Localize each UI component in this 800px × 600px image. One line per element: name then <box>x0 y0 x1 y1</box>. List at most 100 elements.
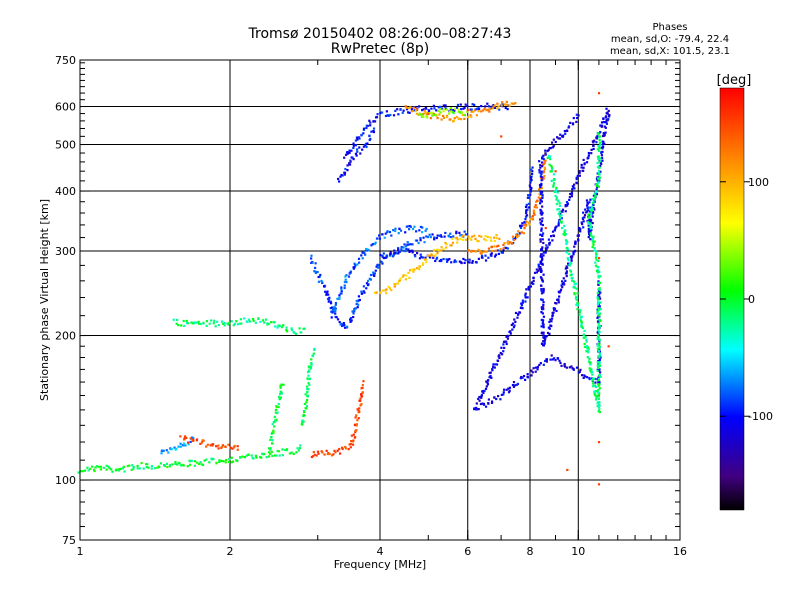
data-point <box>599 157 602 160</box>
data-point <box>597 379 600 382</box>
data-point <box>354 307 357 310</box>
data-point <box>579 368 582 371</box>
data-point <box>540 161 544 164</box>
data-point <box>557 298 560 301</box>
data-point <box>280 392 283 395</box>
data-point <box>434 259 437 263</box>
data-point <box>554 301 557 305</box>
data-point <box>142 467 145 470</box>
data-points <box>77 92 611 486</box>
data-point <box>191 322 194 325</box>
data-point <box>563 365 567 368</box>
data-point <box>193 321 196 324</box>
data-point <box>495 233 498 237</box>
data-point <box>400 246 403 249</box>
data-point <box>544 247 547 250</box>
data-point <box>555 302 558 305</box>
data-point <box>598 176 602 179</box>
data-point <box>542 301 545 304</box>
data-point <box>351 310 354 313</box>
data-point <box>365 145 368 149</box>
data-point <box>597 308 600 312</box>
data-point <box>478 234 481 238</box>
data-point <box>405 108 409 111</box>
data-point <box>551 168 554 171</box>
data-point <box>340 289 343 293</box>
data-point <box>436 251 439 255</box>
data-point <box>594 398 598 401</box>
data-point <box>385 288 388 291</box>
data-point <box>505 388 508 391</box>
data-point <box>354 139 357 142</box>
data-point <box>132 467 135 470</box>
data-point <box>598 149 601 153</box>
data-point <box>224 445 227 448</box>
data-point <box>467 235 470 238</box>
data-point <box>539 260 543 263</box>
data-point <box>504 246 507 249</box>
data-point <box>95 465 99 468</box>
data-point <box>599 170 602 173</box>
data-point <box>212 322 215 325</box>
data-point <box>557 222 560 225</box>
data-point <box>592 147 595 151</box>
data-point <box>214 325 217 328</box>
data-point <box>326 452 329 456</box>
data-point <box>223 324 226 327</box>
data-point <box>607 345 610 348</box>
data-point <box>174 460 177 464</box>
data-point <box>543 337 546 340</box>
data-point <box>368 119 371 122</box>
data-point <box>566 204 569 207</box>
data-point <box>429 254 432 257</box>
data-point <box>529 190 533 193</box>
data-point <box>270 321 273 324</box>
data-point <box>597 388 600 392</box>
data-point <box>290 328 294 332</box>
data-point <box>209 444 212 447</box>
data-point <box>365 287 368 290</box>
data-point <box>411 227 415 231</box>
data-point <box>595 258 598 261</box>
data-point <box>527 288 530 291</box>
data-point <box>587 348 590 351</box>
data-point <box>583 216 586 219</box>
data-point <box>542 326 545 329</box>
data-point <box>564 204 567 207</box>
data-point <box>406 243 409 246</box>
data-point <box>415 252 419 255</box>
data-point <box>542 340 545 343</box>
data-point <box>604 116 607 119</box>
data-point <box>328 296 331 299</box>
data-point <box>356 408 360 411</box>
data-point <box>463 261 466 265</box>
data-point <box>599 275 602 278</box>
data-point <box>472 110 475 113</box>
data-point <box>378 237 382 240</box>
data-point <box>586 346 590 349</box>
data-point <box>235 320 238 323</box>
chart-title: Tromsø 20150402 08:26:00–08:27:43 <box>248 26 512 42</box>
y-tick-label: 400 <box>55 185 76 198</box>
data-point <box>440 246 443 249</box>
data-point <box>552 234 555 237</box>
data-point <box>451 237 454 241</box>
data-point <box>372 120 375 123</box>
data-point <box>354 416 357 419</box>
data-point <box>565 270 568 273</box>
data-point <box>399 108 402 111</box>
data-point <box>593 249 596 252</box>
data-point <box>373 120 377 123</box>
data-point <box>340 173 343 177</box>
data-point <box>87 469 90 472</box>
data-point <box>598 353 601 357</box>
data-point <box>597 307 600 310</box>
data-point <box>146 463 149 466</box>
data-point <box>370 130 373 133</box>
colorbar-tick-label: 100 <box>748 176 769 189</box>
data-point <box>596 401 599 404</box>
data-point <box>330 310 333 313</box>
x-tick-label: 2 <box>227 545 234 558</box>
data-point <box>170 448 173 451</box>
data-point <box>541 232 545 235</box>
